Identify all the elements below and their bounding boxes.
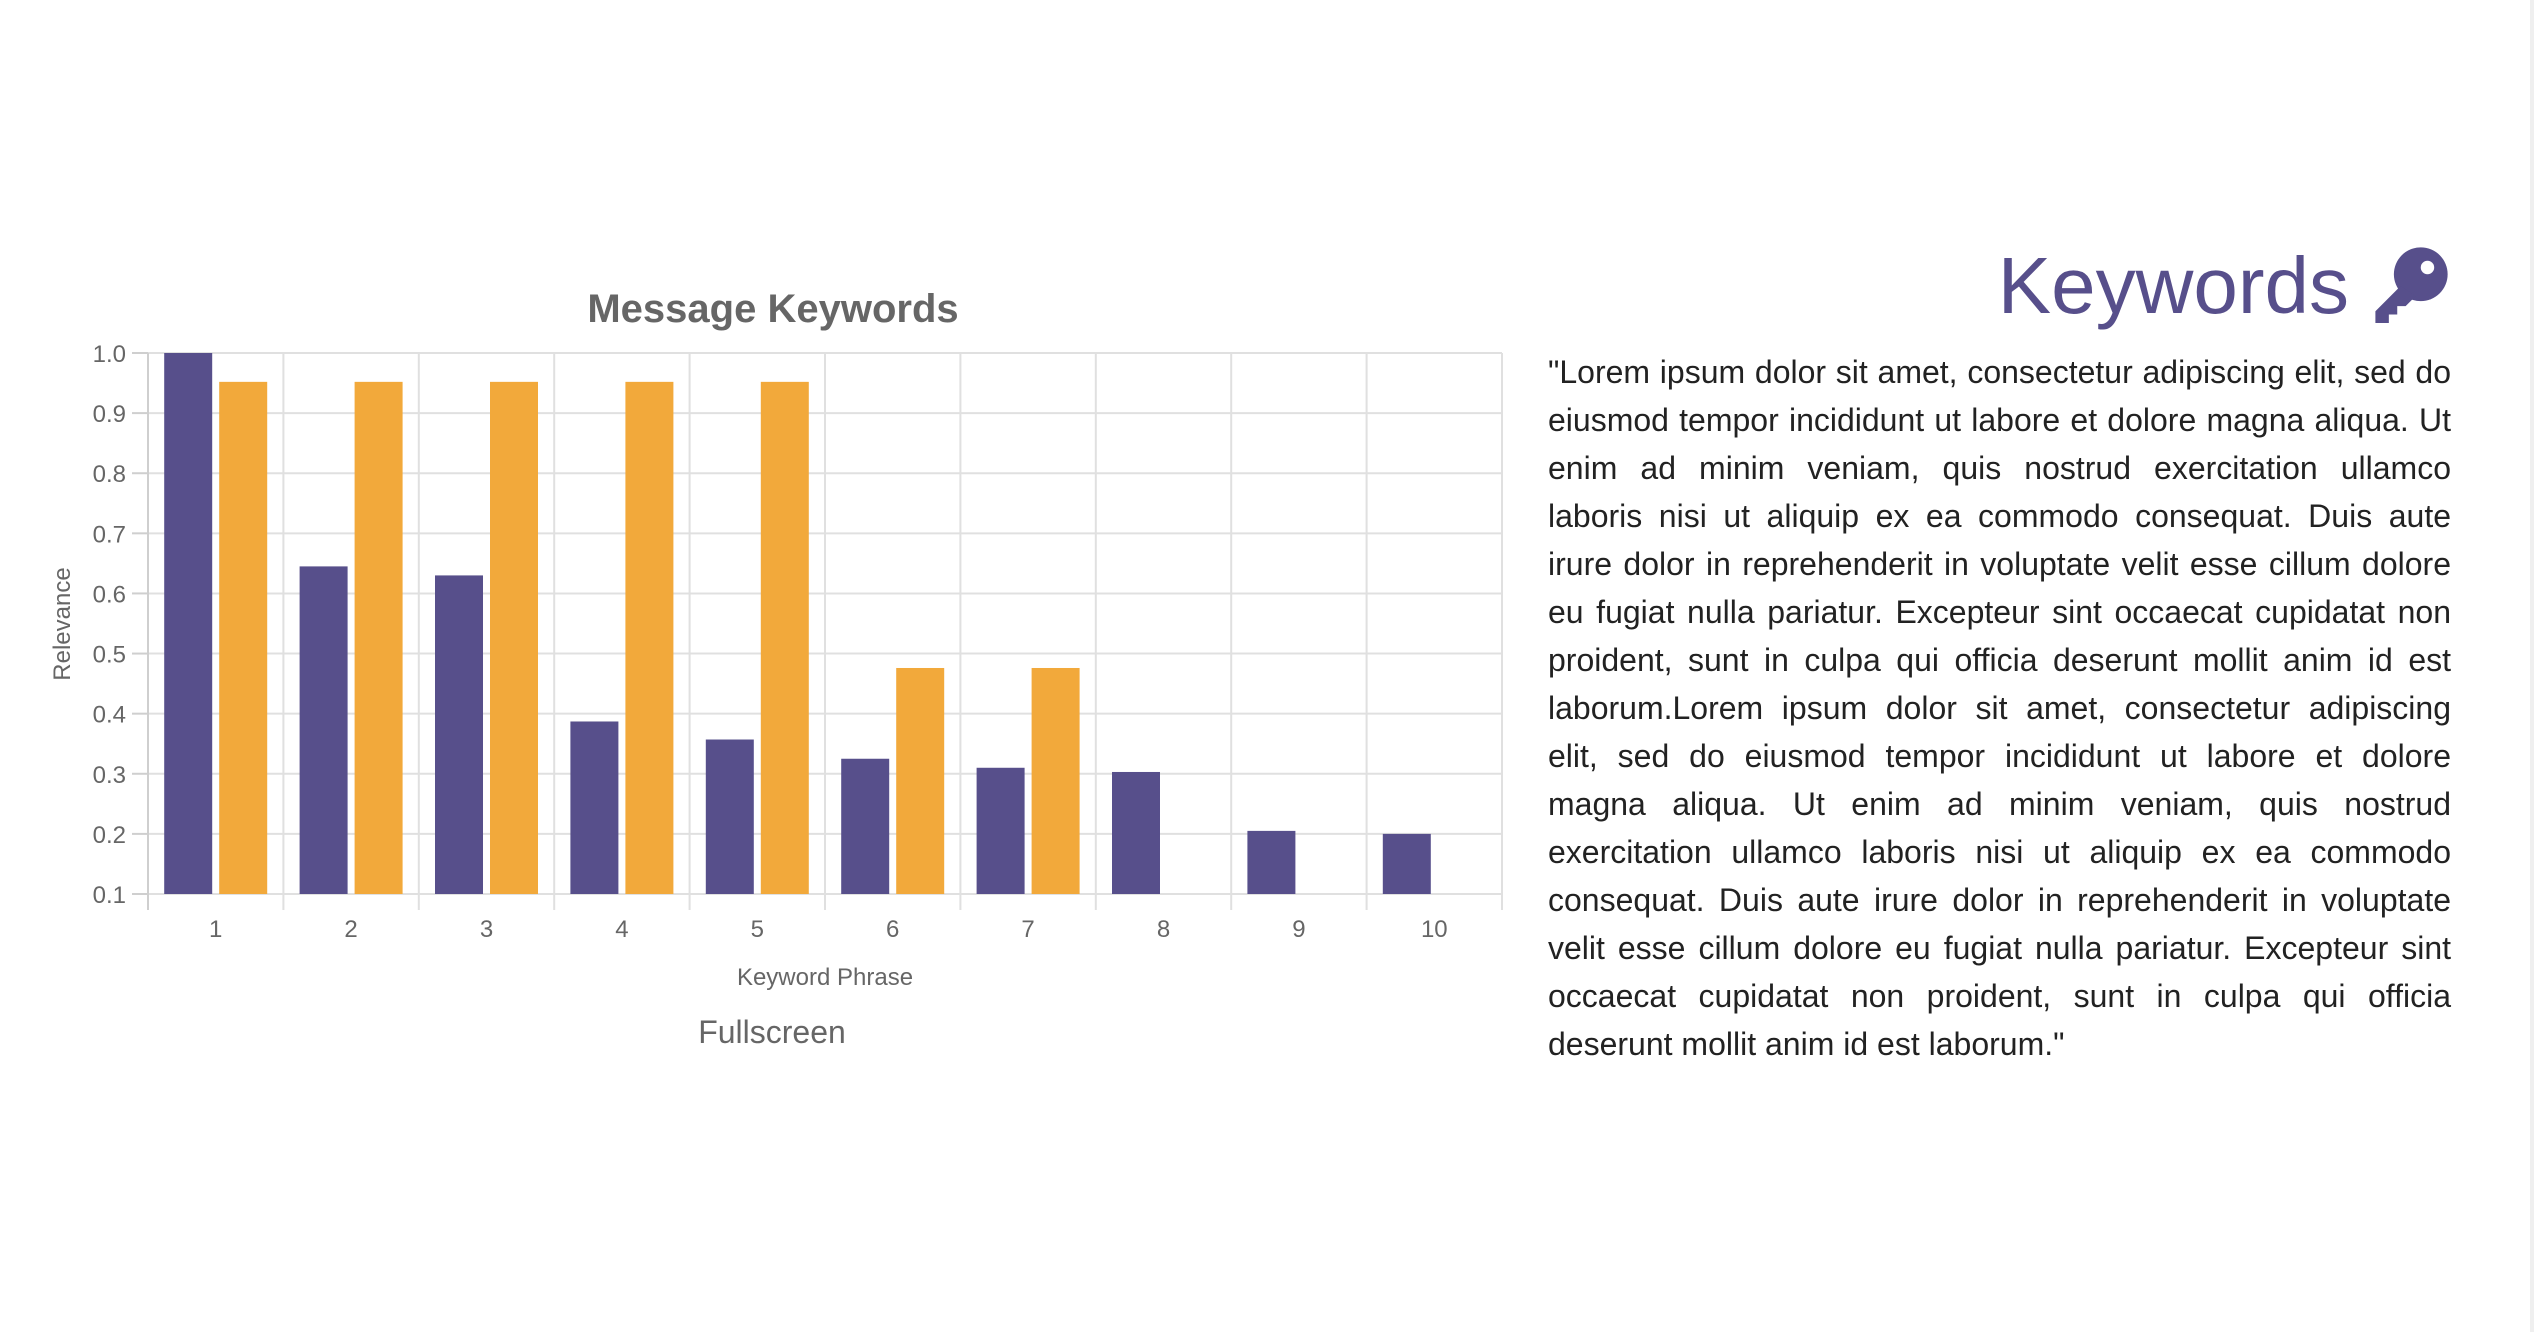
y-tick-label: 0.9 xyxy=(93,401,126,428)
key-icon xyxy=(2375,247,2448,323)
bar-series-1 xyxy=(1112,771,1160,894)
x-tick-label: 9 xyxy=(1292,916,1305,943)
y-axis-label: Relevance xyxy=(49,567,76,680)
y-tick-label: 0.6 xyxy=(93,581,126,608)
keywords-message-text: "Lorem ipsum dolor sit amet, consectetur… xyxy=(1548,354,2451,1062)
x-tick-label: 3 xyxy=(480,916,493,943)
keywords-heading: Keywords xyxy=(1548,240,2451,332)
bar-series-2 xyxy=(760,381,809,894)
bar-series-1 xyxy=(435,575,483,894)
y-tick-label: 0.8 xyxy=(93,461,126,488)
x-axis-label: Keyword Phrase xyxy=(737,964,913,991)
chart-panel: Message Keywords 0.1 0.2 0.3 0.4 0.5 0.6 0.7 0.8… xyxy=(49,287,1503,1050)
bar-series-1 xyxy=(299,566,348,894)
y-tick-label: 1.0 xyxy=(93,341,126,368)
x-tick-label: 2 xyxy=(344,916,357,943)
x-tick-label: 6 xyxy=(886,916,899,943)
bar-series-1 xyxy=(841,758,890,894)
page-scrollbar[interactable] xyxy=(2530,0,2534,1332)
bar-series-1 xyxy=(1382,833,1431,894)
x-tick-label: 7 xyxy=(1021,916,1034,943)
bar-series-2 xyxy=(625,381,674,894)
keywords-panel: Keywords "Lorem ipsum dolor sit amet, co… xyxy=(1548,240,2451,1068)
y-tick-label: 0.7 xyxy=(93,521,126,548)
x-tick-label: 1 xyxy=(209,916,222,943)
bar-series-1 xyxy=(570,721,619,894)
x-tick-label: 5 xyxy=(751,916,764,943)
y-tick-label: 0.5 xyxy=(93,642,126,669)
x-tick-label: 10 xyxy=(1421,916,1448,943)
y-tick-label: 0.2 xyxy=(93,822,126,849)
bar-series-1 xyxy=(1247,830,1296,894)
x-tick-label: 8 xyxy=(1157,916,1170,943)
keywords-bar-chart: Message Keywords 0.1 0.2 0.3 0.4 0.5 0.6 0.7 0.8… xyxy=(49,287,1503,991)
bar-series-2 xyxy=(490,381,538,894)
bar-series-2 xyxy=(1031,667,1080,894)
bar-series-1 xyxy=(164,353,213,894)
bar-series-1 xyxy=(705,739,754,894)
bar-series-1 xyxy=(976,767,1025,894)
bar-series-2 xyxy=(896,667,945,894)
bar-series-2 xyxy=(219,381,268,894)
keywords-title: Keywords xyxy=(1997,241,2349,330)
bar-series-2 xyxy=(354,381,403,894)
y-tick-label: 0.3 xyxy=(93,762,126,789)
y-tick-label: 0.1 xyxy=(93,882,126,909)
fullscreen-link[interactable]: Fullscreen xyxy=(698,1014,846,1050)
y-tick-label: 0.4 xyxy=(93,702,126,729)
x-tick-label: 4 xyxy=(615,916,628,943)
chart-title: Message Keywords xyxy=(587,287,958,331)
